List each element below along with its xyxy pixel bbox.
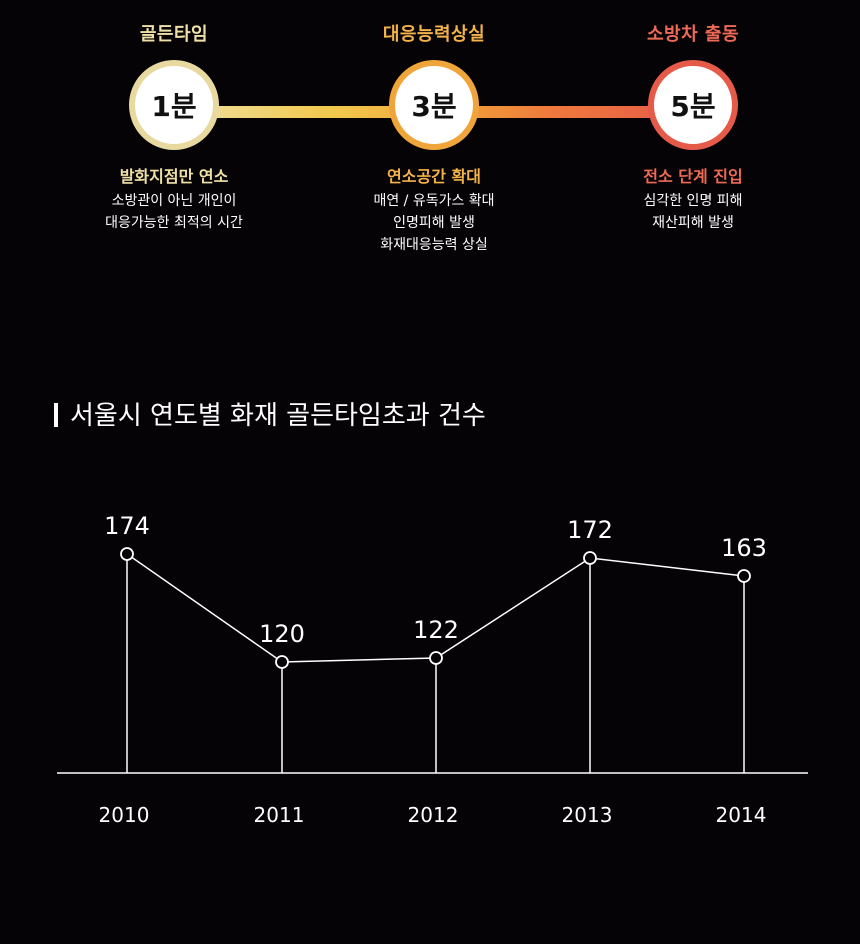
data-point: [583, 551, 597, 565]
stage-description-line: 대응가능한 최적의 시간: [105, 215, 243, 231]
data-point: [429, 651, 443, 665]
data-label: 163: [721, 534, 767, 562]
stage-description-line: 매연 / 유독가스 확대: [373, 193, 495, 209]
stage-description: 심각한 인명 피해 재산피해 발생: [563, 190, 823, 234]
data-point: [737, 569, 751, 583]
stage-description-line: 화재대응능력 상실: [380, 237, 488, 253]
stage-label: 소방차 출동: [646, 24, 740, 45]
stage-3: 소방차 출동 5분 전소 단계 진입 심각한 인명 피해 재산피해 발생: [563, 22, 823, 234]
stage-time-circle: 5분: [648, 60, 738, 150]
x-tick-label: 2014: [716, 803, 767, 827]
series-line: [126, 553, 745, 663]
stage-2: 대응능력상실 3분 연소공간 확대 매연 / 유독가스 확대 인명피해 발생 화…: [304, 22, 564, 256]
stage-title: 발화지점만 연소: [119, 167, 229, 186]
title-bar-mark: [54, 403, 58, 427]
stage-description-line: 인명피해 발생: [393, 215, 475, 231]
stage-title: 전소 단계 진입: [643, 167, 743, 186]
stage-time-circle: 1분: [129, 60, 219, 150]
stage-description-line: 소방관이 아닌 개인이: [111, 193, 237, 209]
golden-time-timeline: 골든타임 1분 발화지점만 연소 소방관이 아닌 개인이 대응가능한 최적의 시…: [0, 0, 860, 300]
data-label: 120: [259, 620, 305, 648]
stage-label: 대응능력상실: [382, 24, 486, 45]
x-tick-label: 2012: [408, 803, 459, 827]
x-tick-label: 2013: [562, 803, 613, 827]
stage-title: 연소공간 확대: [387, 167, 481, 186]
chart-title: 서울시 연도별 화재 골든타임초과 건수: [54, 398, 486, 434]
x-tick-label: 2011: [254, 803, 305, 827]
x-tick-label: 2010: [99, 803, 150, 827]
stage-time-circle: 3분: [389, 60, 479, 150]
stage-description: 소방관이 아닌 개인이 대응가능한 최적의 시간: [44, 190, 304, 234]
data-label: 122: [413, 616, 459, 644]
data-point: [275, 655, 289, 669]
stage-description-line: 심각한 인명 피해: [643, 193, 743, 209]
stage-description: 매연 / 유독가스 확대 인명피해 발생 화재대응능력 상실: [304, 190, 564, 256]
chart-title-text: 서울시 연도별 화재 골든타임초과 건수: [70, 401, 486, 431]
data-point: [120, 547, 134, 561]
stage-label: 골든타임: [139, 24, 209, 45]
stage-1: 골든타임 1분 발화지점만 연소 소방관이 아닌 개인이 대응가능한 최적의 시…: [44, 22, 304, 234]
data-label: 174: [104, 512, 150, 540]
data-label: 172: [567, 516, 613, 544]
stage-description-line: 재산피해 발생: [652, 215, 734, 231]
